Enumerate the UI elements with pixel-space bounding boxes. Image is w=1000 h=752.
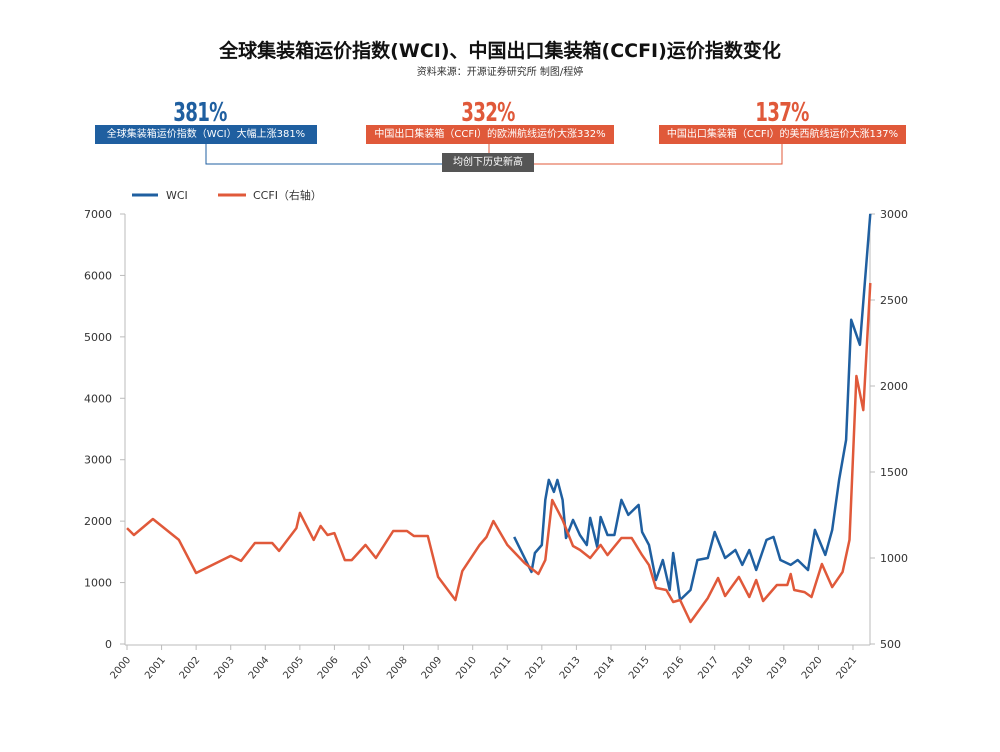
x-tick-label: 2004 [247, 655, 272, 682]
x-tick-label: 2010 [454, 655, 479, 682]
ccfi-uswest-percent: 137% [755, 98, 809, 128]
x-tick-label: 2013 [558, 655, 583, 682]
wci-callout: 全球集装箱运价指数（WCI）大幅上涨381% [95, 125, 317, 144]
wci-line [513, 213, 872, 602]
x-tick-label: 2005 [281, 655, 306, 682]
x-tick-label: 2007 [351, 655, 376, 682]
x-tick-label: 2008 [385, 655, 410, 682]
legend-wci: WCI [166, 189, 188, 202]
ccfi-line [126, 282, 872, 624]
y-left-tick-label: 1000 [84, 577, 112, 590]
x-tick-label: 2015 [627, 655, 652, 682]
y-left-tick-label: 0 [105, 638, 112, 651]
x-tick-label: 2003 [212, 655, 237, 682]
x-tick-label: 2000 [109, 655, 134, 682]
y-right-tick-label: 3000 [880, 208, 908, 221]
ccfi-europe-percent: 332% [461, 98, 515, 128]
x-tick-label: 2009 [420, 655, 445, 682]
x-tick-label: 2021 [834, 655, 859, 682]
y-right-tick-label: 500 [880, 638, 901, 651]
connector-wci [205, 144, 442, 165]
x-tick-label: 2002 [178, 655, 203, 682]
x-tick-label: 2001 [143, 655, 168, 682]
x-tick-label: 2011 [489, 655, 514, 682]
y-left-tick-label: 2000 [84, 515, 112, 528]
y-left-tick-label: 4000 [84, 392, 112, 405]
y-left-tick-label: 6000 [84, 269, 112, 282]
ccfi-uswest-callout: 中国出口集装箱（CCFI）的美西航线运价大涨137% [659, 125, 906, 144]
y-left-tick-label: 5000 [84, 331, 112, 344]
x-tick-label: 2018 [731, 655, 756, 682]
y-right-tick-label: 2500 [880, 294, 908, 307]
ccfi-europe-callout: 中国出口集装箱（CCFI）的欧洲航线运价大涨332% [366, 125, 614, 144]
chart-title: 全球集装箱运价指数(WCI)、中国出口集装箱(CCFI)运价指数变化 [219, 40, 781, 62]
wci-percent: 381% [173, 98, 227, 128]
connector-uswest [534, 144, 783, 165]
x-tick-label: 2012 [523, 655, 548, 682]
y-right-tick-label: 1500 [880, 466, 908, 479]
x-tick-label: 2020 [800, 655, 825, 682]
x-tick-label: 2006 [316, 655, 341, 682]
record-high-label: 均创下历史新高 [442, 153, 534, 172]
legend-ccfi: CCFI（右轴） [253, 188, 322, 202]
x-tick-label: 2014 [592, 655, 617, 682]
y-left-tick-label: 3000 [84, 454, 112, 467]
y-left-tick-label: 7000 [84, 208, 112, 221]
x-tick-label: 2019 [765, 655, 790, 682]
x-tick-label: 2017 [696, 655, 721, 682]
x-tick-label: 2016 [662, 655, 687, 682]
y-right-tick-label: 1000 [880, 552, 908, 565]
y-right-tick-label: 2000 [880, 380, 908, 393]
source-note: 资料来源：开源证券研究所 制图/程婷 [416, 67, 584, 78]
